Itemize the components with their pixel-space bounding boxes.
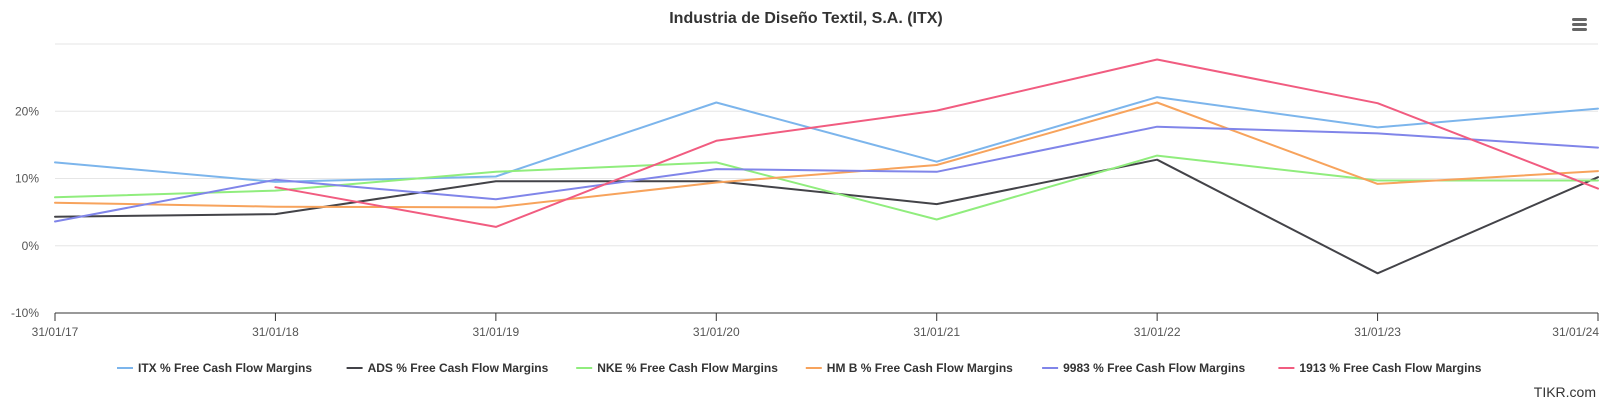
x-tick-label: 31/01/20 — [693, 325, 740, 339]
series-lines — [54, 58, 1599, 275]
y-tick-label: 20% — [15, 104, 39, 118]
x-tick-label: 31/01/24 — [1552, 325, 1599, 339]
legend-item-2[interactable]: NKE % Free Cash Flow Margins — [576, 361, 778, 375]
hamburger-menu-icon[interactable] — [1564, 12, 1592, 36]
series-line-1[interactable] — [54, 158, 1599, 275]
gridlines — [55, 43, 1598, 247]
x-axis: 31/01/17 31/01/18 31/01/19 31/01/20 31/01/21… — [32, 312, 1599, 339]
y-tick-label: 10% — [15, 172, 39, 186]
legend: ITX % Free Cash Flow Margins ADS % Free C… — [117, 361, 1482, 375]
legend-label: ITX % Free Cash Flow Margins — [138, 361, 312, 375]
legend-label: 9983 % Free Cash Flow Margins — [1063, 361, 1245, 375]
x-tick-label: 31/01/23 — [1354, 325, 1401, 339]
y-tick-label: -10% — [11, 306, 39, 320]
series-line-5[interactable] — [274, 58, 1599, 228]
x-tick-label: 31/01/22 — [1134, 325, 1181, 339]
legend-item-3[interactable]: HM B % Free Cash Flow Margins — [805, 361, 1013, 375]
x-tick-label: 31/01/18 — [252, 325, 299, 339]
series-line-2[interactable] — [54, 154, 1599, 221]
legend-label: ADS % Free Cash Flow Margins — [368, 361, 549, 375]
x-tick-label: 31/01/19 — [472, 325, 519, 339]
y-tick-label: 0% — [22, 239, 40, 253]
x-tick-label: 31/01/21 — [913, 325, 960, 339]
chart-credit[interactable]: TIKR.com — [1534, 384, 1596, 400]
legend-label: 1913 % Free Cash Flow Margins — [1299, 361, 1481, 375]
legend-item-1[interactable]: ADS % Free Cash Flow Margins — [346, 361, 549, 375]
legend-item-5[interactable]: 1913 % Free Cash Flow Margins — [1278, 361, 1482, 375]
legend-item-0[interactable]: ITX % Free Cash Flow Margins — [117, 361, 312, 375]
series-line-3[interactable] — [54, 101, 1599, 209]
legend-label: NKE % Free Cash Flow Margins — [597, 361, 778, 375]
series-line-4[interactable] — [54, 125, 1599, 223]
legend-label: HM B % Free Cash Flow Margins — [827, 361, 1013, 375]
legend-item-4[interactable]: 9983 % Free Cash Flow Margins — [1042, 361, 1245, 375]
x-tick-label: 31/01/17 — [32, 325, 79, 339]
series-line-0[interactable] — [54, 96, 1599, 183]
chart-title: Industria de Diseño Textil, S.A. (ITX) — [669, 10, 943, 27]
y-axis: -10% 0% 10% 20% — [11, 104, 39, 320]
